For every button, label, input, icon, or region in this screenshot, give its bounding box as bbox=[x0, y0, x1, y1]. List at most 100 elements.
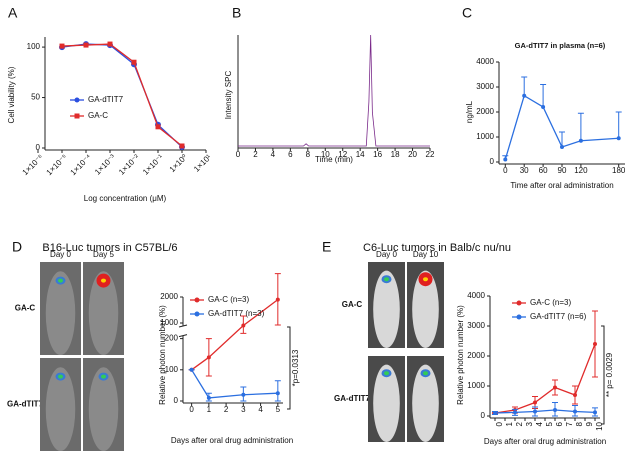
signal-core bbox=[101, 374, 106, 379]
mouse-body bbox=[45, 367, 76, 451]
mouse-body bbox=[88, 271, 119, 355]
image-row-label: GA-dTIT7 bbox=[7, 400, 44, 409]
y-tick-label: 4000 bbox=[476, 57, 494, 66]
data-line bbox=[504, 94, 619, 160]
x-tick-label: 8 bbox=[306, 150, 311, 159]
legend-label: GA-C (n=3) bbox=[208, 295, 249, 304]
x-tick-label: 6 bbox=[555, 421, 564, 426]
marker bbox=[206, 395, 211, 400]
image-row-label: GA-dTIT7 bbox=[334, 394, 371, 403]
error-bar bbox=[521, 76, 528, 96]
x-tick-label: 2 bbox=[515, 421, 524, 426]
y-tick-label: 3000 bbox=[476, 82, 494, 91]
marker bbox=[533, 400, 537, 405]
mouse-body bbox=[412, 270, 439, 348]
signal-core bbox=[423, 277, 428, 282]
x-tick-label: 14 bbox=[356, 150, 365, 159]
image-column-label: Day 0 bbox=[376, 250, 397, 259]
y-tick-label: 1000 bbox=[467, 381, 485, 390]
x-tick-label: 4 bbox=[258, 405, 263, 414]
y-tick-label: 4000 bbox=[467, 291, 485, 300]
data-line bbox=[494, 343, 596, 414]
legend-marker bbox=[516, 300, 522, 306]
marker bbox=[83, 42, 89, 48]
panel-letter: E bbox=[322, 239, 331, 255]
x-tick-label: 60 bbox=[539, 166, 548, 175]
x-tick-label: 16 bbox=[373, 150, 382, 159]
panel-letter: B bbox=[232, 5, 241, 21]
x-tick-label: 0 bbox=[503, 166, 508, 175]
annotation: *p=0.0313 bbox=[291, 349, 300, 386]
x-tick-label: 4 bbox=[535, 421, 544, 426]
error-bar bbox=[540, 84, 547, 107]
x-axis-label: Days after oral drug administration bbox=[484, 437, 606, 446]
legend-marker bbox=[194, 297, 200, 303]
y-tick-label: 0 bbox=[481, 411, 486, 420]
signal-core bbox=[58, 278, 63, 283]
x-tick-label: 20 bbox=[408, 150, 417, 159]
signal-core bbox=[384, 277, 389, 282]
x-tick-label: 0 bbox=[495, 421, 504, 426]
marker bbox=[593, 342, 597, 346]
axis-break-mark bbox=[178, 334, 188, 338]
x-tick-label: 1×10⁻² bbox=[117, 152, 141, 176]
marker bbox=[522, 93, 527, 98]
y-tick-label: 3000 bbox=[467, 321, 485, 330]
marker bbox=[241, 392, 246, 397]
x-tick-label: 90 bbox=[558, 166, 567, 175]
x-tick-label: 7 bbox=[565, 421, 574, 426]
y-axis-label: Intensity SPC bbox=[224, 71, 233, 120]
marker bbox=[493, 411, 497, 415]
signal-core bbox=[58, 374, 63, 379]
y-tick-label: 0 bbox=[490, 157, 495, 166]
x-tick-label: 1 bbox=[505, 421, 514, 426]
signal-core bbox=[101, 278, 106, 283]
data-line bbox=[61, 43, 183, 148]
marker bbox=[541, 105, 546, 109]
legend-label: GA-dTIT7 bbox=[88, 95, 124, 104]
image-row-label: GA-C bbox=[15, 304, 36, 313]
data-line bbox=[191, 299, 279, 371]
significance-bracket bbox=[601, 325, 605, 425]
x-axis-label: Time (min) bbox=[315, 155, 353, 164]
x-tick-label: 0 bbox=[189, 405, 194, 414]
x-tick-label: 9 bbox=[585, 421, 594, 426]
marker bbox=[131, 59, 137, 65]
data-line bbox=[494, 409, 596, 414]
y-axis-label: Relative photon number (%) bbox=[456, 305, 465, 405]
x-tick-label: 180 bbox=[612, 166, 626, 175]
x-axis-label: Days after oral drug administration bbox=[171, 436, 293, 445]
marker bbox=[513, 410, 517, 415]
x-tick-label: 1 bbox=[207, 405, 212, 414]
legend-label: GA-C bbox=[88, 111, 108, 120]
error-bar bbox=[615, 111, 622, 139]
significance-bracket bbox=[287, 326, 291, 410]
marker bbox=[275, 391, 280, 396]
x-tick-label: 0 bbox=[236, 150, 241, 159]
marker bbox=[573, 409, 577, 414]
legend-label: GA-dTIT7 (n=3) bbox=[208, 309, 265, 318]
x-tick-label: 10 bbox=[321, 150, 330, 159]
legend-label: GA-C (n=3) bbox=[530, 298, 571, 307]
y-tick-label: 2000 bbox=[467, 351, 485, 360]
legend-marker bbox=[74, 113, 80, 119]
x-tick-label: 5 bbox=[276, 405, 281, 414]
y-tick-label: 1000 bbox=[160, 318, 178, 327]
marker bbox=[155, 124, 161, 130]
x-tick-label: 8 bbox=[575, 421, 584, 426]
error-bar bbox=[559, 131, 565, 147]
image-column-label: Day 10 bbox=[413, 250, 439, 259]
error-bar bbox=[274, 380, 281, 402]
y-tick-label: 200 bbox=[165, 334, 179, 343]
y-tick-label: 0 bbox=[36, 143, 41, 152]
x-tick-label: 1×10¹ bbox=[192, 152, 213, 173]
marker bbox=[206, 355, 211, 360]
axis-break-mark bbox=[178, 324, 188, 328]
panel-letter: A bbox=[8, 5, 18, 21]
x-tick-label: 1×10⁻¹ bbox=[141, 152, 165, 176]
y-tick-label: 2000 bbox=[476, 107, 494, 116]
image-row-label: GA-C bbox=[342, 300, 363, 309]
marker bbox=[275, 297, 280, 302]
y-tick-label: 100 bbox=[27, 42, 41, 51]
y-tick-label: 0 bbox=[174, 396, 179, 405]
